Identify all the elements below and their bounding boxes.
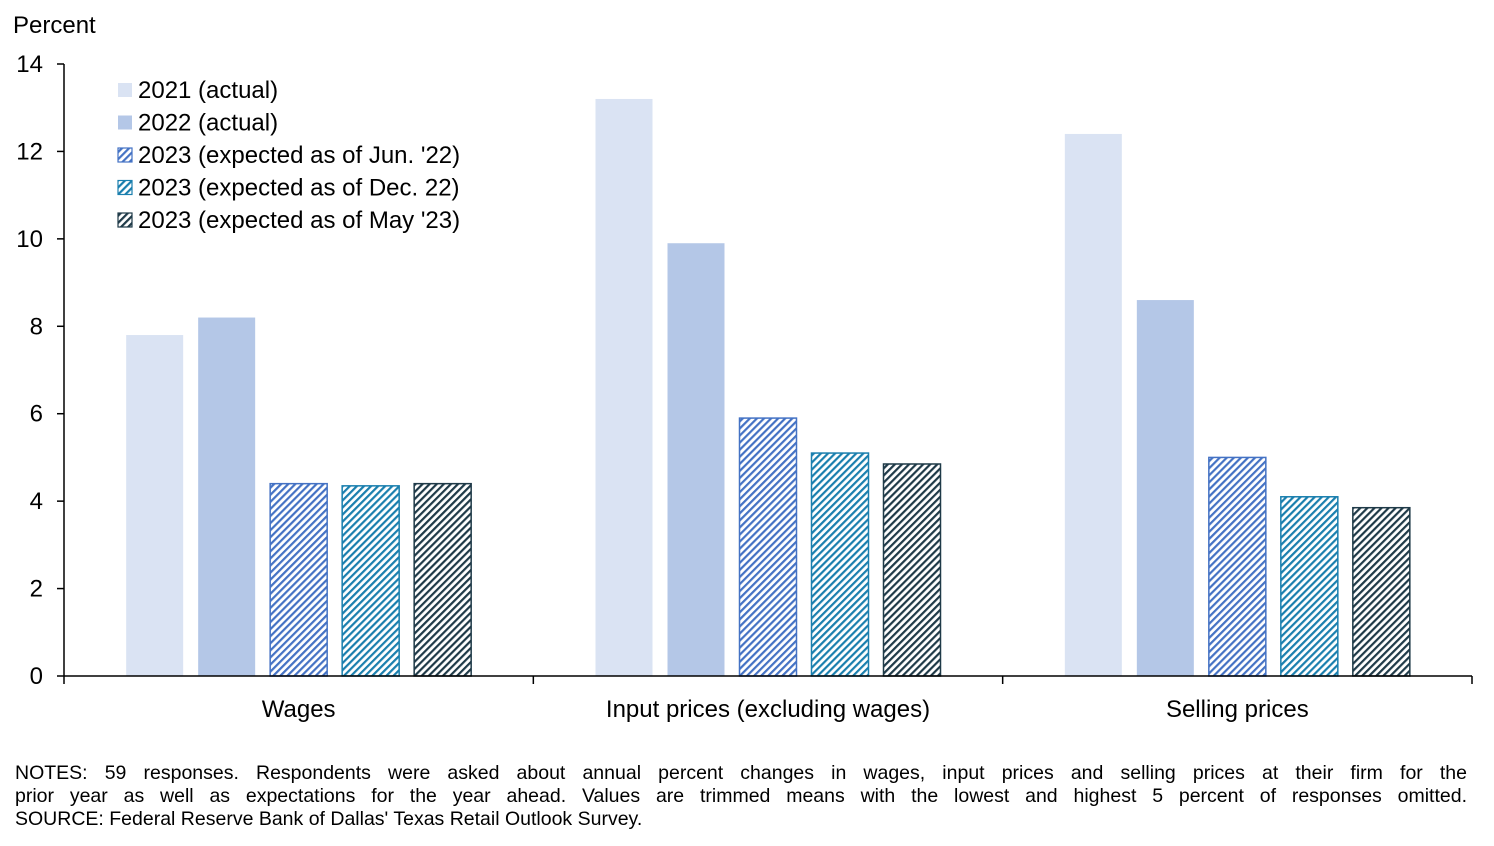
axes: 0 2 4 6 8 10 12 14 Wages Input prices (excluding …: [16, 51, 1473, 723]
y-tick-label: 0: [30, 663, 43, 690]
notes-line-2: prior year as well as expectations for t…: [15, 785, 1467, 807]
y-tick-label: 2: [30, 576, 43, 603]
bar-2-1: [595, 98, 653, 676]
bar-2-3: [738, 417, 798, 677]
bar-chart: Percent 0 2 4 6 8 10 12 14 Wages Input prices (ex…: [13, 12, 1473, 723]
legend-label: 2022 (actual): [138, 110, 278, 137]
x-tick-label: Input prices (excluding wages): [606, 696, 930, 723]
legend-swatch: [117, 147, 133, 163]
y-tick-label: 10: [16, 226, 43, 253]
y-tick-label: 12: [16, 138, 43, 165]
bar-3-3: [1208, 456, 1267, 677]
source-line: SOURCE: Federal Reserve Bank of Dallas' …: [15, 808, 643, 830]
bar-2-5: [882, 463, 942, 677]
legend-label: 2023 (expected as of Dec. 22): [138, 175, 460, 202]
bar-2-4: [810, 452, 870, 677]
bar-3-2: [1136, 300, 1194, 676]
y-tick-label: 8: [30, 313, 43, 340]
y-tick-label: 6: [30, 401, 43, 428]
legend: 2021 (actual) 2022 (actual) 2023 (expected…: [117, 77, 460, 234]
y-tick-label: 4: [30, 488, 43, 515]
bars: [126, 98, 1411, 677]
chart-notes: NOTES: 59 responses. Respondents were as…: [15, 762, 1467, 831]
bar-1-3: [269, 482, 328, 677]
bar-1-5: [413, 482, 472, 677]
bar-3-1: [1064, 133, 1122, 676]
legend-label: 2023 (expected as of May '23): [138, 207, 460, 234]
y-tick-label: 14: [16, 51, 43, 78]
bar-1-1: [126, 335, 184, 676]
bar-1-2: [198, 317, 256, 676]
bar-1-4: [341, 485, 400, 677]
legend-label: 2021 (actual): [138, 77, 278, 104]
legend-swatch: [117, 179, 133, 196]
legend-swatch: [118, 83, 132, 97]
legend-swatch: [118, 115, 132, 130]
legend-swatch: [117, 212, 133, 228]
y-axis-label: Percent: [13, 12, 96, 39]
bar-2-2: [667, 243, 725, 676]
x-tick-label: Wages: [262, 696, 336, 723]
x-tick-label: Selling prices: [1166, 696, 1309, 723]
bar-3-4: [1280, 496, 1339, 677]
bar-3-5: [1352, 506, 1411, 677]
notes-line-1: NOTES: 59 responses. Respondents were as…: [15, 762, 1467, 784]
legend-label: 2023 (expected as of Jun. '22): [138, 142, 460, 169]
